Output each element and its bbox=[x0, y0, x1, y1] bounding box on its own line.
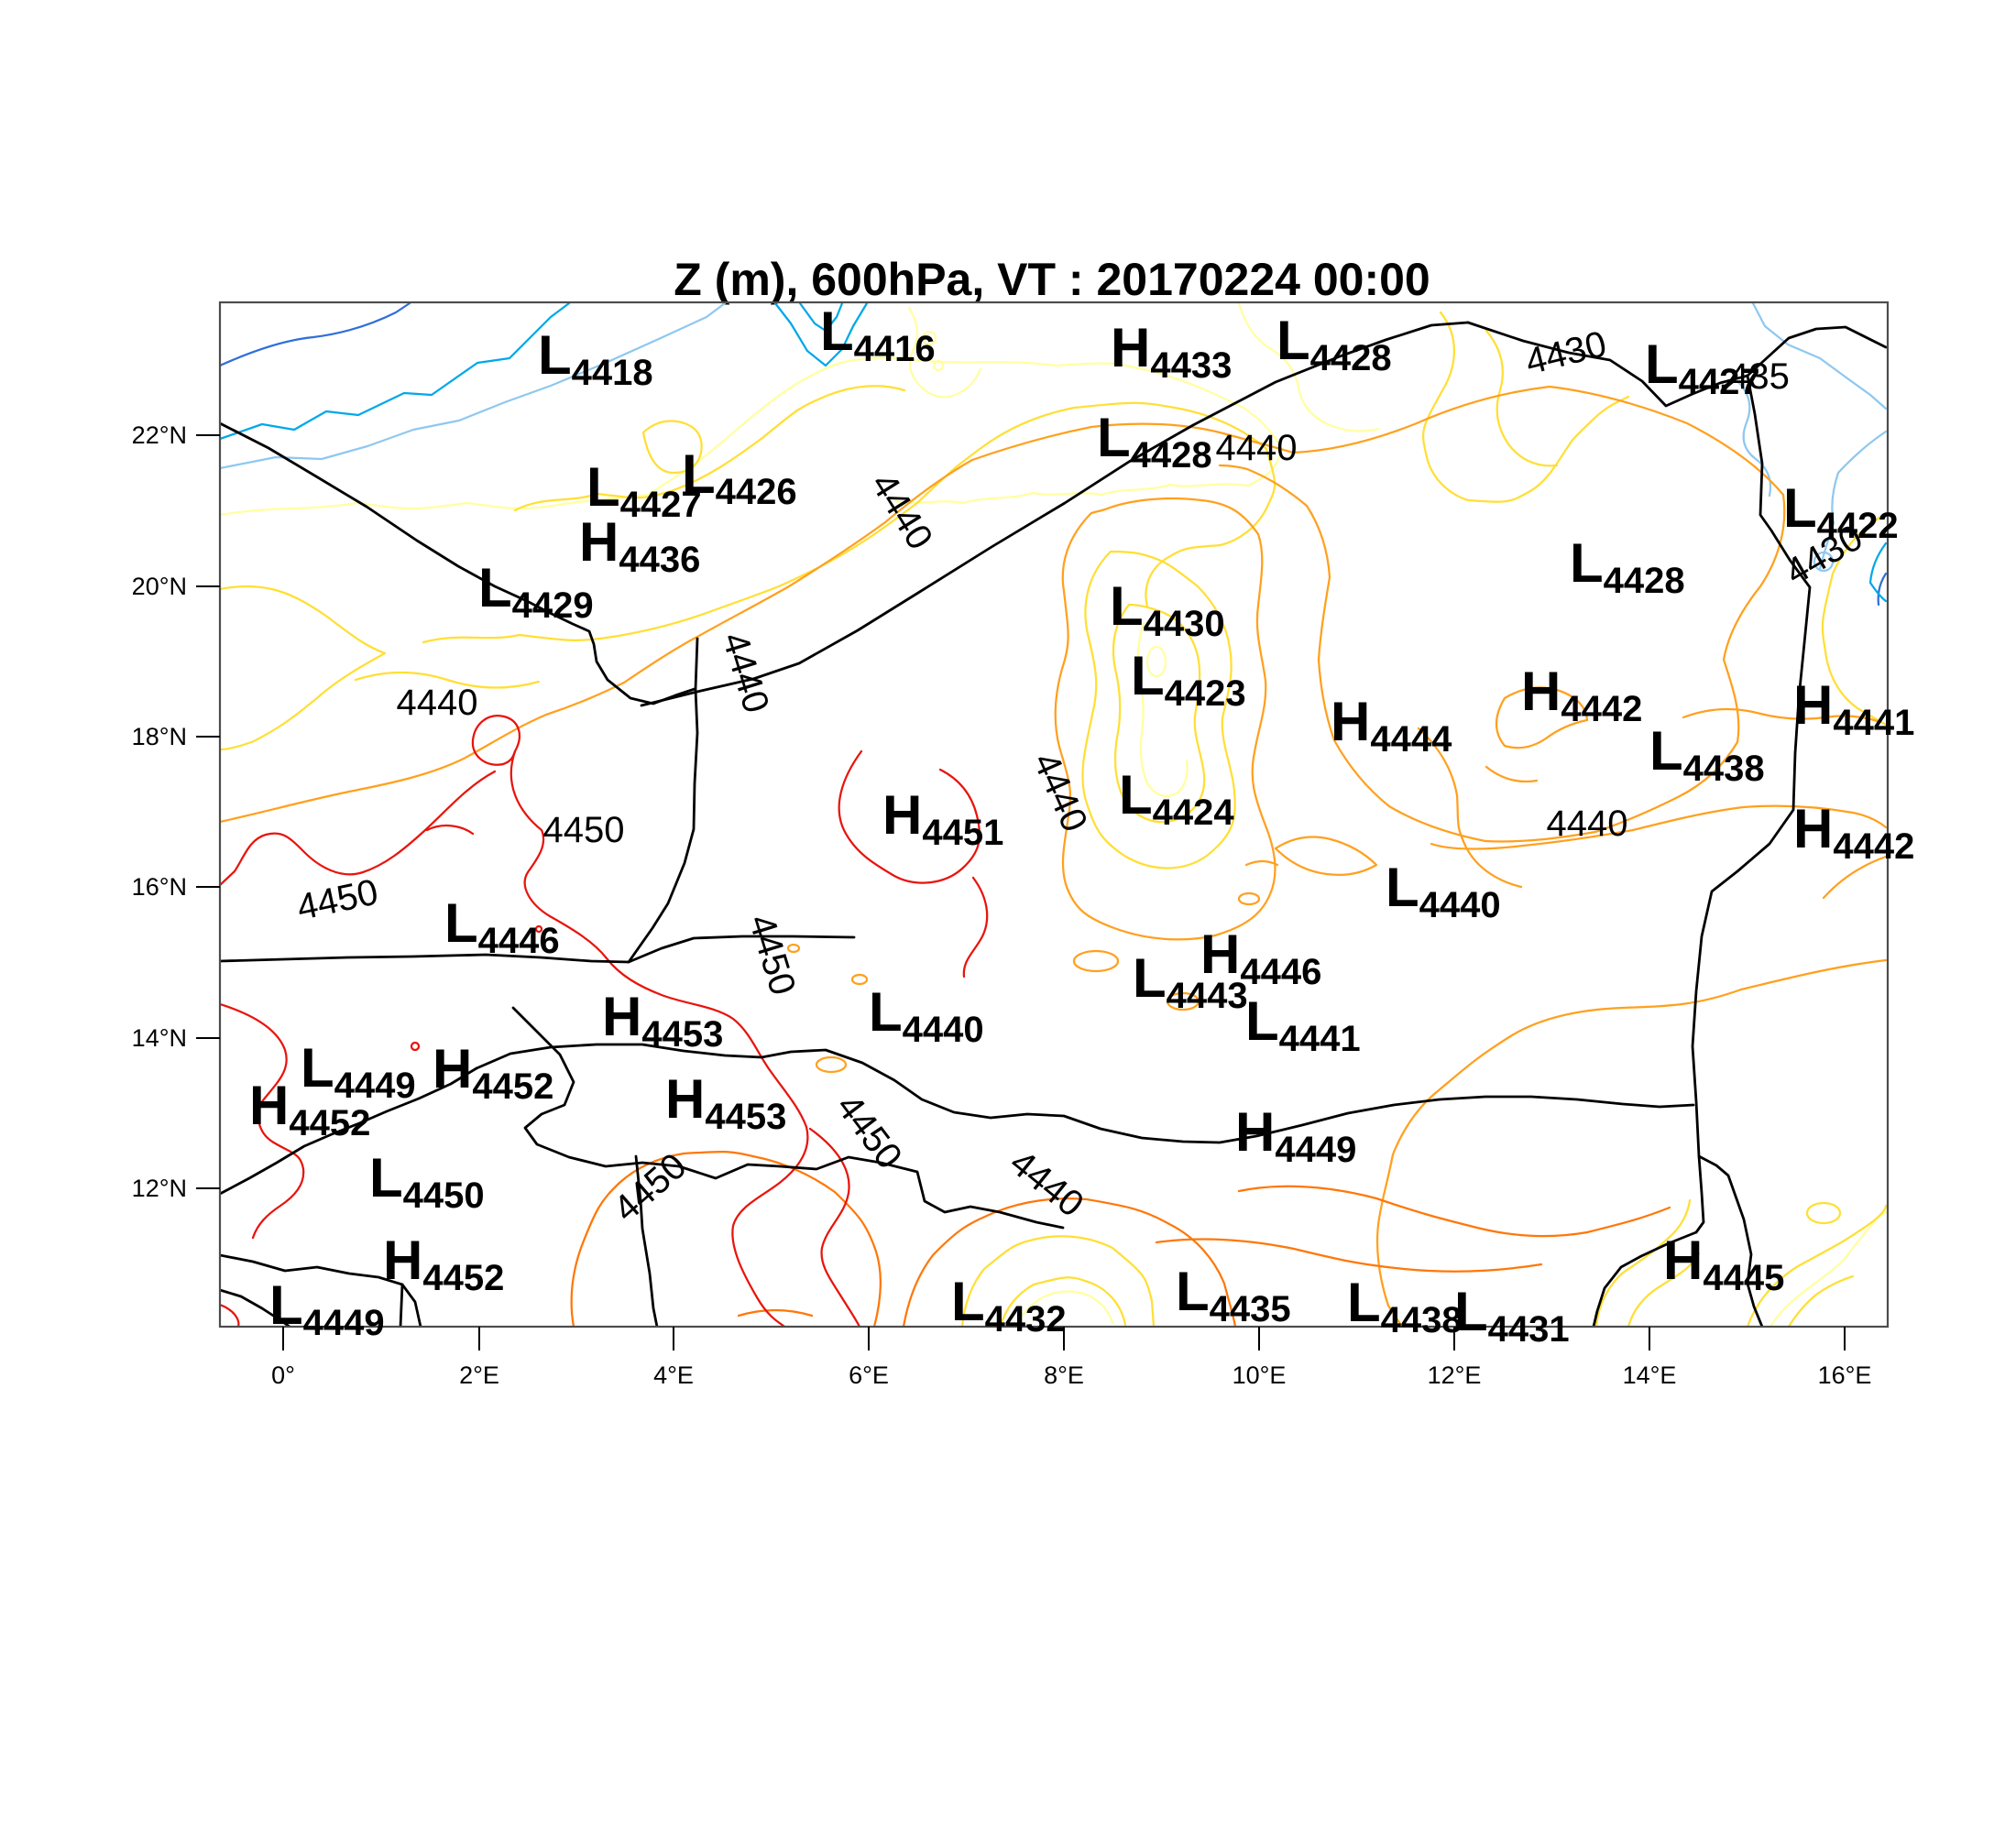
pressure-center-l4416: L4416 bbox=[820, 301, 936, 369]
pressure-center-l4449: L4449 bbox=[301, 1037, 416, 1106]
pressure-center-l4438: L4438 bbox=[1649, 720, 1765, 789]
country-borders bbox=[220, 321, 1888, 1327]
pressure-center-h4444: H4444 bbox=[1331, 691, 1452, 760]
contour-label-4450: 4450 bbox=[740, 910, 803, 1000]
pressure-center-l4427: L4427 bbox=[1645, 334, 1760, 402]
pressure-center-l4424: L4424 bbox=[1119, 764, 1234, 833]
contour-label-4450: 4450 bbox=[543, 810, 625, 850]
lat-tick-label: 16°N bbox=[132, 873, 187, 901]
pressure-center-l4426: L4426 bbox=[682, 443, 797, 512]
contour-label-4440: 4440 bbox=[863, 466, 940, 557]
pressure-center-h4446: H4446 bbox=[1200, 924, 1321, 992]
pressure-center-h4452: H4452 bbox=[383, 1230, 504, 1298]
contour-label-4440: 4440 bbox=[1547, 804, 1628, 844]
contour-label-4450: 4450 bbox=[606, 1145, 694, 1230]
pressure-center-h4449: H4449 bbox=[1235, 1101, 1356, 1170]
lat-tick-label: 22°N bbox=[132, 421, 187, 449]
pressure-center-l4449: L4449 bbox=[269, 1274, 385, 1343]
pressure-center-l4418: L4418 bbox=[538, 324, 653, 393]
pressure-center-l4446: L4446 bbox=[444, 892, 560, 961]
lon-tick-label: 6°E bbox=[849, 1361, 889, 1389]
contour-light-blue bbox=[220, 302, 1888, 573]
contour-dark-orange bbox=[570, 1151, 1671, 1327]
pressure-center-h4436: H4436 bbox=[579, 511, 700, 580]
lon-tick-label: 12°E bbox=[1428, 1361, 1482, 1389]
pressure-center-l4440: L4440 bbox=[869, 981, 984, 1050]
contour-blue bbox=[220, 302, 1888, 607]
map-frame bbox=[218, 301, 1890, 1329]
contour-label-4450: 4450 bbox=[293, 872, 381, 929]
contour-lines bbox=[220, 302, 1888, 1327]
pressure-center-l4422: L4422 bbox=[1783, 477, 1899, 546]
pressure-center-h4442: H4442 bbox=[1521, 661, 1642, 729]
pressure-center-l4438: L4438 bbox=[1347, 1272, 1463, 1340]
pressure-center-l4440: L4440 bbox=[1386, 857, 1501, 925]
pressure-center-h4441: H4441 bbox=[1793, 674, 1914, 743]
pressure-center-l4428: L4428 bbox=[1570, 532, 1685, 601]
pressure-center-l4423: L4423 bbox=[1131, 645, 1246, 714]
lat-tick-label: 20°N bbox=[132, 573, 187, 600]
lat-tick-label: 18°N bbox=[132, 723, 187, 750]
axis-ticks: 22°N 20°N 18°N 16°N 14°N 12°N 0° 2°E 4°E 6°E 8°E 10… bbox=[132, 421, 1872, 1389]
contour-label-4450: 4450 bbox=[828, 1087, 910, 1176]
lat-tick-label: 14°N bbox=[132, 1024, 187, 1052]
lon-tick-label: 14°E bbox=[1623, 1361, 1677, 1389]
pressure-center-h4453: H4453 bbox=[665, 1068, 786, 1137]
pressure-center-l4430: L4430 bbox=[1110, 575, 1225, 644]
pressure-center-l4431: L4431 bbox=[1454, 1281, 1570, 1350]
lon-tick-label: 4°E bbox=[653, 1361, 694, 1389]
contour-label-4440: 4440 bbox=[1216, 428, 1298, 468]
lon-tick-label: 2°E bbox=[459, 1361, 499, 1389]
pressure-center-l4427: L4427 bbox=[586, 456, 702, 525]
lon-tick-label: 8°E bbox=[1044, 1361, 1084, 1389]
pressure-center-h4442: H4442 bbox=[1793, 798, 1914, 867]
lon-tick-label: 0° bbox=[271, 1361, 295, 1389]
contour-label-4430: 4430 bbox=[1521, 323, 1610, 382]
contour-orange bbox=[220, 385, 1888, 1327]
pressure-center-l4443: L4443 bbox=[1133, 947, 1248, 1016]
pressure-center-l4429: L4429 bbox=[478, 557, 594, 626]
contour-red bbox=[220, 715, 989, 1327]
lon-tick-label: 10°E bbox=[1233, 1361, 1287, 1389]
pressure-center-l4428: L4428 bbox=[1276, 310, 1392, 378]
pressure-center-h4452: H4452 bbox=[249, 1075, 370, 1143]
contour-label-4440: 4440 bbox=[397, 683, 478, 723]
pressure-center-labels: L4416 L4418 H4433 L4428 L4427 L4422 L4428 L4428… bbox=[249, 301, 1914, 1350]
contour-label-4440: 4440 bbox=[714, 628, 776, 717]
lon-tick-label: 16°E bbox=[1818, 1361, 1872, 1389]
pressure-center-h4433: H4433 bbox=[1111, 317, 1232, 386]
contour-label-4440: 4440 bbox=[1003, 1143, 1091, 1225]
pressure-center-h4445: H4445 bbox=[1663, 1230, 1784, 1298]
contour-label-435: .435 bbox=[1718, 356, 1790, 397]
lat-tick-label: 12°N bbox=[132, 1175, 187, 1202]
pressure-center-h4453: H4453 bbox=[602, 986, 723, 1055]
pressure-center-l4432: L4432 bbox=[951, 1271, 1067, 1339]
pressure-center-l4428: L4428 bbox=[1097, 407, 1212, 476]
pressure-center-h4452: H4452 bbox=[433, 1038, 553, 1107]
pressure-center-l4435: L4435 bbox=[1176, 1261, 1291, 1329]
pressure-center-l4441: L4441 bbox=[1245, 990, 1361, 1059]
pressure-center-l4450: L4450 bbox=[369, 1147, 485, 1216]
page-title: Z (m), 600hPa, VT : 20170224 00:00 bbox=[674, 254, 1430, 305]
pressure-center-h4451: H4451 bbox=[882, 784, 1003, 853]
contour-cyan bbox=[220, 302, 1888, 603]
